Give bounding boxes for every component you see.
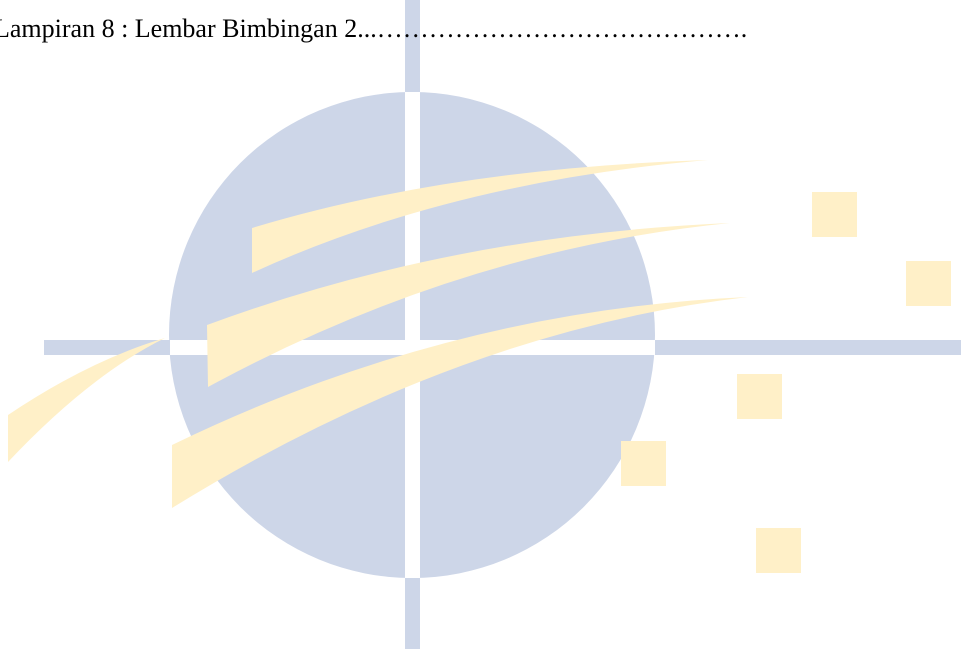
square bbox=[906, 261, 951, 306]
cross-vertical bbox=[405, 92, 420, 578]
square bbox=[812, 192, 857, 237]
square bbox=[621, 441, 666, 486]
swoosh bbox=[252, 160, 708, 273]
text-line: Lampiran 8 : Lembar Bimbingan 2...………………… bbox=[0, 14, 748, 43]
square bbox=[756, 528, 801, 573]
square bbox=[737, 374, 782, 419]
swoosh bbox=[8, 338, 165, 462]
swoosh bbox=[207, 223, 730, 387]
swoosh bbox=[172, 297, 748, 508]
